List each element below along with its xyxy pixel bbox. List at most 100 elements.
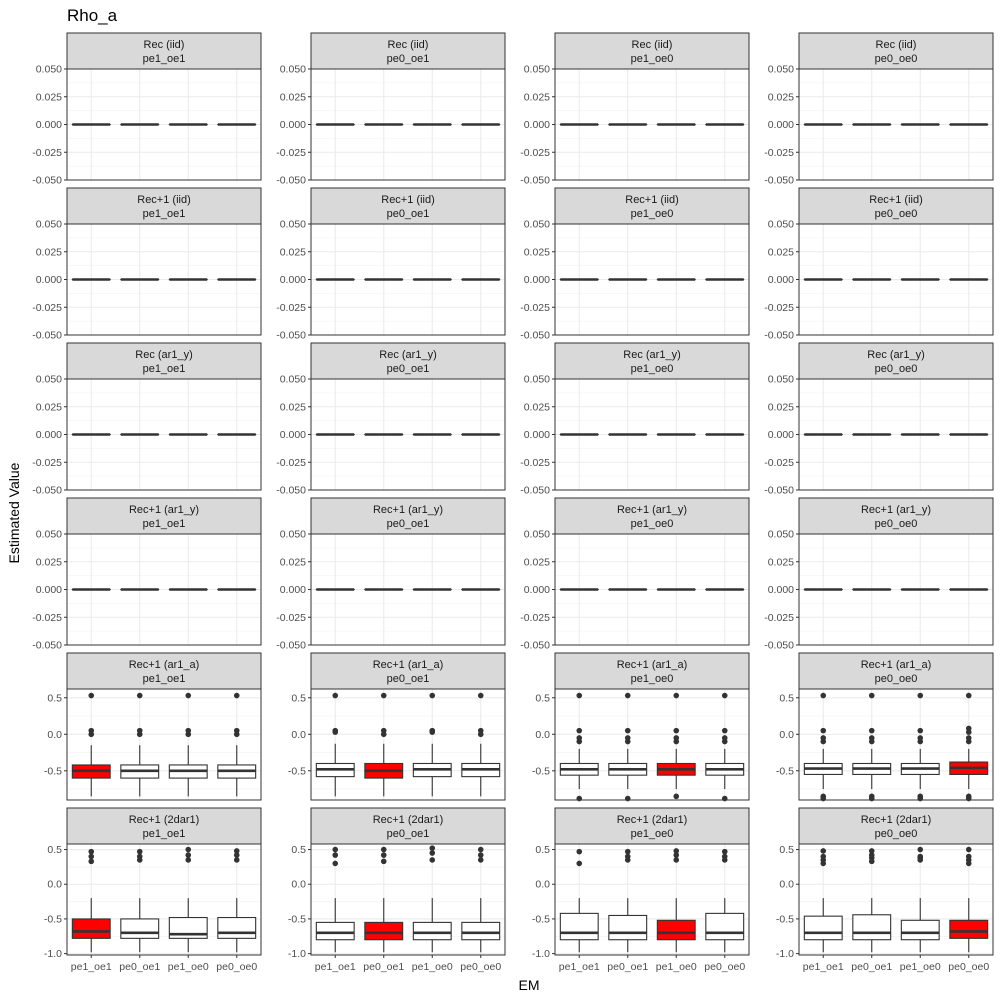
facet-strip: [310, 32, 506, 70]
panel-border: [310, 533, 506, 646]
outlier-point: [673, 857, 680, 863]
outlier-point: [185, 731, 192, 738]
y-tick-label: 0.5: [47, 844, 62, 856]
facet-column-label: pe1_oe1: [143, 53, 186, 65]
y-tick-label: 0.025: [768, 91, 794, 103]
boxplot-pe0_oe0: [949, 692, 989, 802]
outlier-point: [721, 692, 728, 699]
y-tick-label: 0.000: [524, 274, 550, 286]
y-tick-label: 0.5: [779, 844, 794, 856]
y-tick-label: 0.050: [768, 219, 794, 231]
x-tick-label: pe0_oe1: [607, 961, 648, 973]
facet-column-label: pe0_oe0: [875, 828, 918, 840]
y-tick-label: 0.050: [768, 64, 794, 76]
facet-row-label: Rec+1 (2dar1): [617, 814, 688, 826]
box: [705, 912, 745, 941]
x-tick-label: pe0_oe0: [216, 961, 257, 973]
facet-column-label: pe0_oe0: [875, 53, 918, 65]
y-tick-label: -0.050: [764, 175, 794, 187]
facet-panel: Rec+1 (ar1_y) pe0_oe0 0.050 0.025 0.000 -0.02…: [764, 497, 994, 652]
y-tick-label: 0.050: [524, 374, 550, 386]
facet-column-label: pe1_oe1: [143, 673, 186, 685]
boxplot-pe0_oe1: [120, 848, 160, 953]
y-tick-label: -0.025: [764, 147, 794, 159]
y-tick-label: 0.050: [524, 529, 550, 541]
y-tick-label: 0.050: [36, 64, 62, 76]
outlier-point: [88, 858, 95, 865]
y-tick-label: -0.050: [520, 485, 550, 497]
y-tick-label: 0.050: [36, 219, 62, 231]
outlier-point: [88, 853, 95, 860]
y-tick-label: -0.050: [276, 640, 306, 652]
box: [461, 921, 501, 941]
outlier-point: [332, 692, 339, 699]
boxplot-pe0_oe0: [705, 848, 745, 953]
facet-strip: [554, 342, 750, 380]
outlier-point: [477, 731, 484, 738]
facet-column-label: pe1_oe1: [143, 518, 186, 530]
facet-strip: [554, 807, 750, 845]
facet-strip: [66, 342, 262, 380]
outlier-point: [868, 692, 875, 699]
panel-border: [554, 378, 750, 491]
panel-border: [554, 223, 750, 336]
facet-panel: Rec (iid) pe0_oe1 0.050 0.025 0.000 -0.025 -0.…: [276, 32, 506, 187]
facet-row-label: Rec (ar1_y): [867, 349, 924, 361]
outlier-point: [136, 731, 143, 738]
facet-panel: Rec+1 (ar1_y) pe0_oe1 0.050 0.025 0.000 -0.02…: [276, 497, 506, 652]
facet-column-label: pe1_oe0: [631, 208, 674, 220]
y-tick-label: -0.5: [288, 765, 306, 777]
panel-border: [310, 378, 506, 491]
y-tick-label: -0.050: [764, 485, 794, 497]
outlier-point: [477, 852, 484, 858]
facet-panel: Rec+1 (ar1_y) pe1_oe0 0.050 0.025 0.000 -0.02…: [520, 497, 750, 652]
facet-column-label: pe1_oe0: [631, 363, 674, 375]
y-tick-label: 0.050: [36, 374, 62, 386]
outlier-point: [965, 692, 972, 699]
facet-row-label: Rec (iid): [144, 39, 185, 51]
boxplot-pe0_oe0: [461, 846, 501, 953]
box: [120, 918, 160, 939]
boxplot-pe1_oe0: [168, 846, 208, 953]
outlier-point: [88, 731, 95, 738]
facet-row-label: Rec+1 (2dar1): [129, 814, 200, 826]
outlier-point: [721, 727, 728, 734]
boxplot-pe1_oe0: [168, 692, 208, 797]
y-tick-label: -0.050: [520, 175, 550, 187]
facet-panel: Rec (ar1_y) pe0_oe1 0.050 0.025 0.000 -0.025 -…: [276, 342, 506, 497]
boxplot-pe1_oe0: [412, 692, 452, 797]
panel-border: [554, 533, 750, 646]
chart-title: Rho_a: [67, 6, 118, 25]
plot-background: [799, 689, 993, 800]
facet-panel: Rec (iid) pe0_oe0 0.050 0.025 0.000 -0.025 -0.…: [764, 32, 994, 187]
outlier-point: [576, 738, 583, 745]
outlier-point: [380, 692, 387, 699]
facet-panel: Rec+1 (ar1_a) pe0_oe1 0.5 0.0 -0.5: [288, 652, 506, 801]
panel-border: [798, 843, 994, 956]
outlier-point: [868, 848, 875, 854]
outlier-point: [136, 857, 143, 863]
y-tick-label: -1.0: [532, 948, 550, 960]
y-tick-label: 0.050: [768, 529, 794, 541]
boxplot-pe1_oe1: [71, 692, 111, 797]
facet-column-label: pe0_oe1: [387, 828, 430, 840]
box: [71, 918, 111, 939]
panel-border: [798, 533, 994, 646]
panel-border: [66, 688, 262, 801]
box: [412, 921, 452, 941]
y-tick-label: 0.050: [280, 219, 306, 231]
facet-row-label: Rec+1 (iid): [869, 194, 923, 206]
outlier-point: [477, 857, 484, 863]
panel-border: [66, 533, 262, 646]
y-tick-label: -0.025: [32, 302, 62, 314]
facet-column-label: pe0_oe1: [387, 53, 430, 65]
outlier-point: [917, 727, 924, 734]
boxplot-pe1_oe0: [412, 845, 452, 953]
outlier-point: [429, 850, 436, 856]
outlier-point: [820, 727, 827, 734]
y-tick-label: -0.025: [764, 457, 794, 469]
facet-row-label: Rec (ar1_y): [379, 349, 436, 361]
y-tick-label: -0.025: [520, 147, 550, 159]
facet-strip: [798, 652, 994, 690]
y-tick-label: -0.050: [276, 175, 306, 187]
